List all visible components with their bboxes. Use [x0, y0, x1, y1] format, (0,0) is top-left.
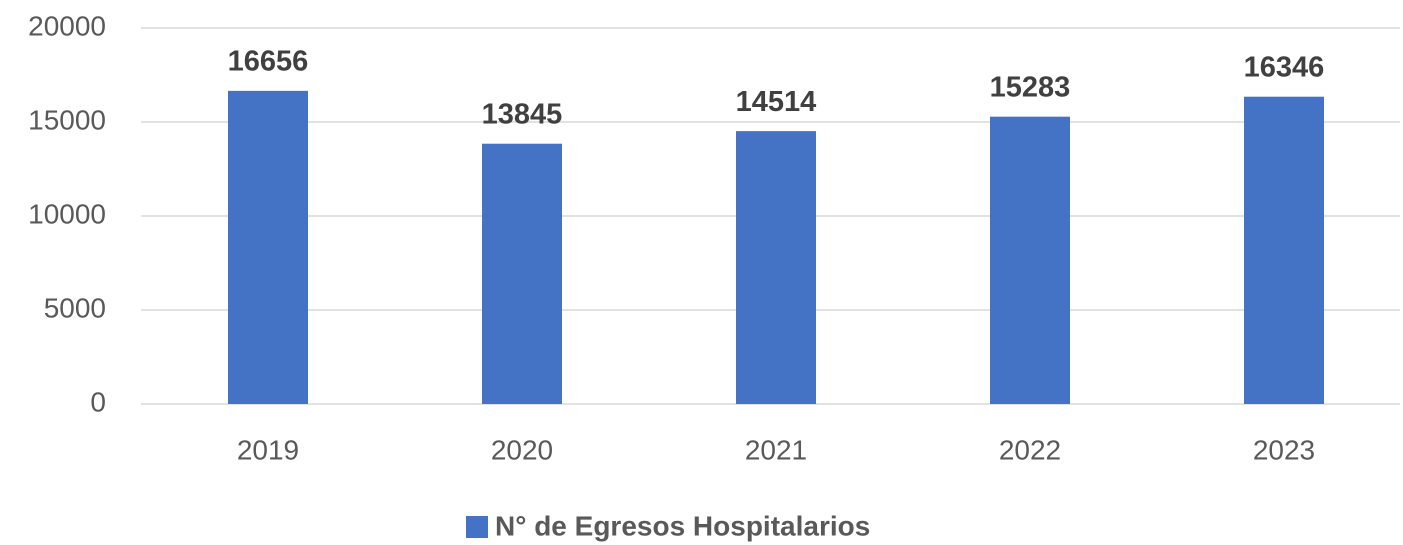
y-tick-label: 0: [90, 386, 106, 417]
data-label: 14514: [736, 86, 817, 118]
x-tick-label: 2021: [745, 434, 807, 465]
data-label: 16346: [1244, 51, 1325, 83]
y-tick-label: 10000: [28, 198, 106, 229]
y-tick-label: 15000: [28, 104, 106, 135]
legend-label: N° de Egresos Hospitalarios: [495, 510, 870, 541]
y-tick-label: 5000: [44, 292, 106, 323]
bar: [1244, 96, 1324, 405]
data-label: 13845: [482, 98, 563, 130]
x-tick-label: 2022: [999, 434, 1061, 465]
bar: [482, 143, 562, 405]
y-tick-label: 20000: [28, 10, 106, 41]
x-tick-label: 2019: [237, 434, 299, 465]
bar: [990, 116, 1070, 405]
data-label: 16656: [228, 46, 309, 78]
bar: [228, 90, 308, 405]
x-tick-label: 2020: [491, 434, 553, 465]
legend-swatch: [466, 516, 488, 538]
data-label: 15283: [990, 71, 1071, 103]
x-tick-label: 2023: [1253, 434, 1315, 465]
bar: [736, 131, 816, 405]
